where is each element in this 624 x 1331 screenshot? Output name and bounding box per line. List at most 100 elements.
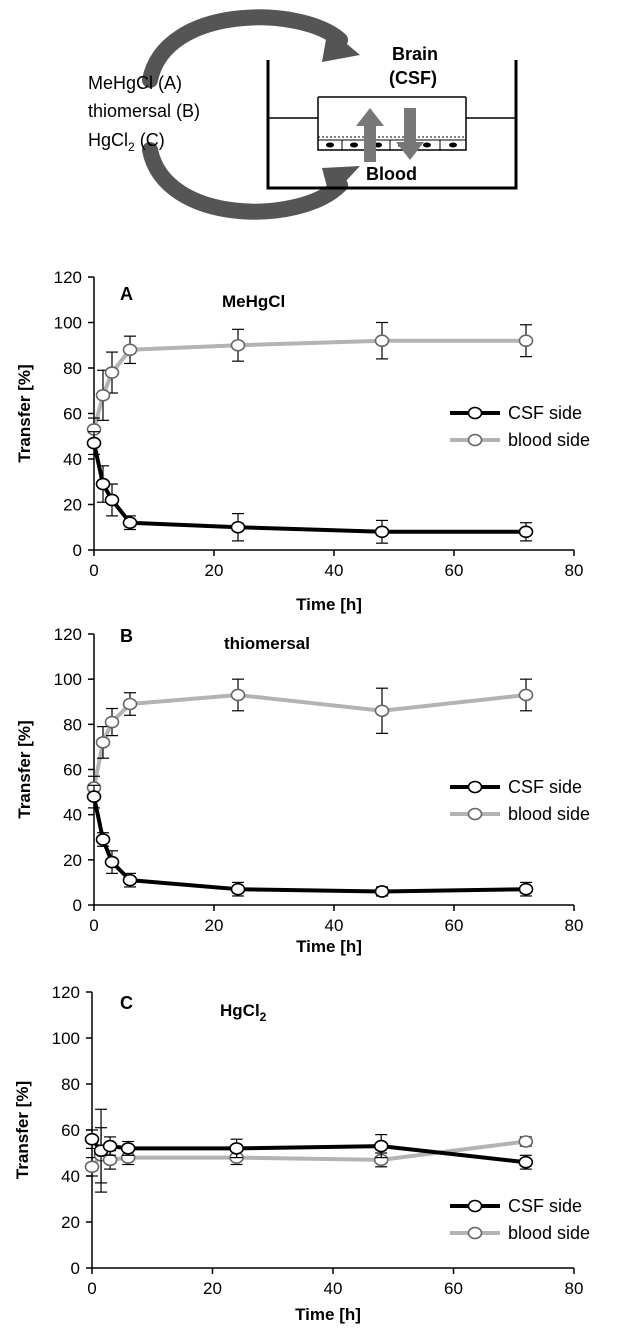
blood-side-point — [122, 343, 138, 357]
csf-side-point — [104, 493, 120, 507]
csf-side-point — [86, 436, 102, 450]
legend-blood-side-label: blood side — [508, 804, 590, 824]
cell-monolayer — [317, 139, 467, 151]
blood-label: Blood — [366, 164, 417, 184]
compound-label: HgCl2 — [220, 1001, 267, 1024]
legend-csf-side-label: CSF side — [508, 1196, 582, 1216]
y-tick-label: 100 — [54, 314, 82, 333]
y-tick-label: 0 — [71, 1259, 80, 1278]
x-axis-title: Time [h] — [296, 595, 362, 614]
chart-panel-a: 0 20 40 60 80 100 120 0 20 40 60 80 Time [h] Transfer… — [15, 268, 590, 614]
y-axis-title: Transfer [%] — [15, 364, 34, 462]
upper-curved-arrow-icon — [142, 9, 348, 88]
y-tick-label: 60 — [61, 1121, 80, 1140]
legend-blood-side-label: blood side — [508, 1223, 590, 1243]
down-arrow-icon — [396, 108, 424, 160]
legend-blood-side-marker — [467, 1226, 483, 1240]
blood-side-point — [518, 334, 534, 347]
legend-blood-side-marker — [467, 807, 483, 821]
legend-blood-side-label: blood side — [508, 430, 590, 450]
blood-side-point — [518, 688, 534, 702]
y-tick-label: 0 — [73, 896, 82, 915]
x-tick-label: 0 — [87, 1279, 96, 1298]
csf-side-point — [374, 525, 390, 539]
x-axis-title: Time [h] — [295, 1305, 361, 1324]
csf-side-line — [92, 796, 527, 894]
x-tick-label: 20 — [205, 916, 224, 935]
legend-csf-side-label: CSF side — [508, 777, 582, 797]
y-tick-label: 40 — [63, 450, 82, 469]
blood-side-line — [92, 338, 526, 430]
compound-b-label: thiomersal (B) — [88, 101, 200, 121]
csf-side-point — [122, 873, 138, 887]
csf-side-point — [374, 885, 390, 898]
y-tick-label: 40 — [61, 1167, 80, 1186]
x-tick-label: 60 — [444, 1279, 463, 1298]
y-tick-label: 80 — [63, 715, 82, 734]
insert-wall — [317, 97, 467, 151]
y-tick-label: 100 — [54, 670, 82, 689]
csf-side-point — [373, 1139, 389, 1153]
compound-label: thiomersal — [224, 634, 310, 653]
y-tick-label: 120 — [54, 625, 82, 644]
csf-side-point — [86, 790, 102, 803]
compound-subscript: 2 — [260, 1010, 267, 1024]
blood-side-point — [230, 338, 246, 352]
lower-arrowhead-icon — [322, 166, 360, 198]
x-tick-label: 40 — [325, 561, 344, 580]
y-axis-title: Transfer [%] — [15, 720, 34, 818]
x-tick-label: 60 — [445, 561, 464, 580]
csf-side-point — [95, 833, 111, 846]
blood-side-point — [95, 389, 111, 402]
compound-c-label: HgCl2 (C) — [88, 130, 165, 154]
x-tick-label: 0 — [89, 916, 98, 935]
blood-side-point — [104, 366, 120, 379]
csf-side-point — [229, 1142, 244, 1155]
y-tick-label: 20 — [63, 851, 82, 870]
x-tick-label: 0 — [89, 561, 98, 580]
csf-side-point — [102, 1139, 118, 1153]
legend-blood-side-marker — [467, 433, 483, 447]
y-tick-label: 80 — [61, 1075, 80, 1094]
x-tick-label: 20 — [205, 561, 224, 580]
blood-side-point — [84, 1160, 100, 1174]
outer-well — [266, 60, 518, 190]
compound-a-label: MeHgCl (A) — [88, 73, 182, 93]
csf-side-point — [95, 477, 111, 491]
csf-side-point — [84, 1132, 100, 1146]
compound-name: MeHgCl — [222, 292, 285, 311]
x-tick-label: 80 — [565, 1279, 584, 1298]
panel-letter: C — [120, 993, 133, 1013]
blood-side-point — [104, 715, 120, 729]
legend-csf-side-marker — [467, 780, 483, 794]
panel-letter: A — [120, 284, 133, 304]
csf-side-point — [230, 520, 246, 534]
blood-side-point — [102, 1153, 118, 1167]
csf-side-line — [92, 442, 526, 534]
blood-side-point — [95, 736, 111, 749]
up-arrow-icon — [356, 108, 384, 162]
x-tick-label: 60 — [445, 916, 464, 935]
csf-side-point — [518, 525, 534, 539]
csf-side-point — [230, 882, 246, 896]
blood-side-point — [374, 334, 390, 347]
chart-panel-b: 0 20 40 60 80 100 120 0 20 40 60 80 Time [h] Transfer… — [15, 625, 590, 956]
y-tick-label: 60 — [63, 405, 82, 424]
legend-csf-side-marker — [467, 406, 483, 420]
csf-side-point — [104, 855, 120, 869]
csf-label: (CSF) — [389, 68, 437, 88]
x-tick-label: 40 — [325, 916, 344, 935]
upper-arrowhead-icon — [322, 28, 360, 62]
blood-side-point — [518, 1135, 534, 1148]
lower-curved-arrow-icon — [142, 142, 348, 220]
y-tick-label: 100 — [52, 1029, 80, 1048]
x-tick-label: 80 — [565, 561, 584, 580]
y-tick-label: 20 — [63, 496, 82, 515]
compound-label: MeHgCl — [222, 292, 285, 311]
y-tick-label: 20 — [61, 1213, 80, 1232]
blood-side-point — [122, 697, 138, 711]
barrier-model-schematic: Brain (CSF) Blood MeHgCl (A) thiomersal … — [88, 9, 518, 220]
csf-side-point — [518, 882, 534, 896]
blood-side-point — [230, 688, 246, 702]
compound-name: thiomersal — [224, 634, 310, 653]
